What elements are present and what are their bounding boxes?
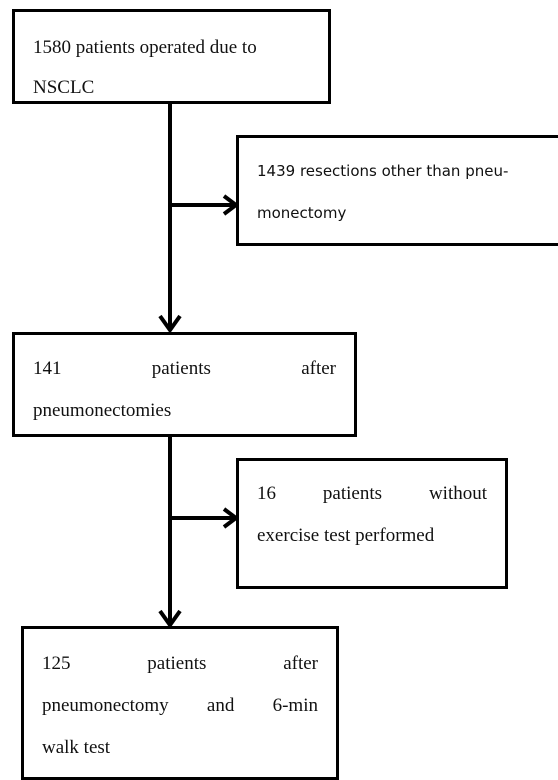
- node: 16 patients without exercise test perfor…: [236, 458, 508, 589]
- node: 125 patients after pneumonectomy and 6-m…: [21, 626, 339, 780]
- node-text: 1439 resections other than pneu-: [257, 162, 509, 180]
- node: 141 patients after pneumonectomies: [12, 332, 357, 437]
- node-text: 141 patients after: [33, 358, 336, 379]
- node-text: pneumonectomy and 6-min: [42, 695, 318, 716]
- node-text: NSCLC: [33, 77, 95, 98]
- arrowhead: [158, 314, 182, 334]
- node-text: exercise test performed: [257, 525, 435, 546]
- arrowhead: [158, 609, 182, 629]
- node-text: monectomy: [257, 204, 347, 222]
- node-text: 16 patients without: [257, 483, 487, 504]
- node-text: 1580 patients operated due to: [33, 37, 257, 58]
- node-text: walk test: [42, 737, 111, 758]
- node: 1580 patients operated due to NSCLC: [12, 9, 331, 104]
- node-text: 125 patients after: [42, 653, 318, 674]
- node: 1439 resections other than pneu- monecto…: [236, 135, 558, 246]
- node-text: pneumonectomies: [33, 400, 172, 421]
